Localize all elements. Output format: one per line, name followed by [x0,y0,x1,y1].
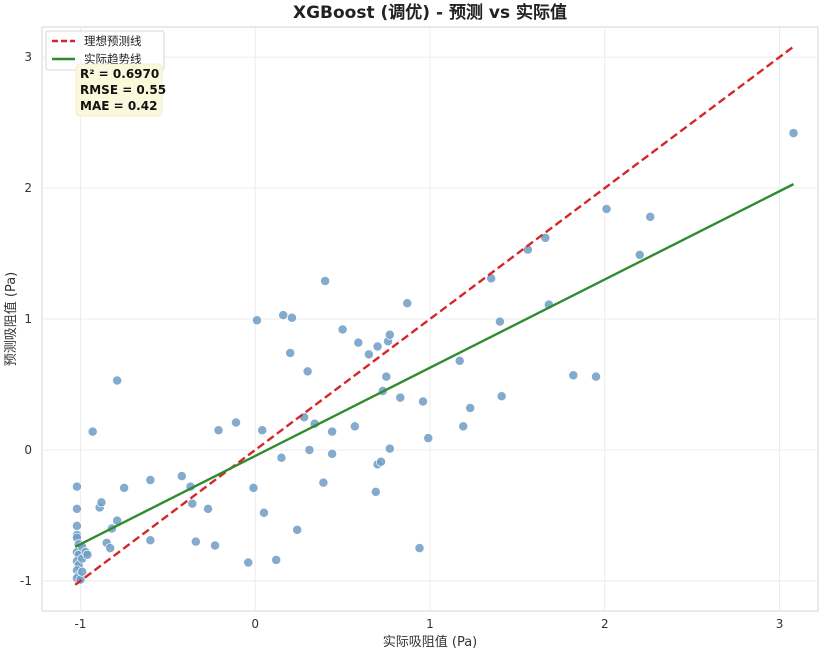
data-point [259,507,269,518]
data-point [276,452,287,463]
data-point [318,477,329,488]
data-point [465,403,476,413]
data-point [119,482,130,493]
grid-lines [42,27,818,611]
data-point [96,497,107,508]
y-tick-label: 3 [24,50,32,64]
data-point [257,425,268,436]
data-point [248,482,259,493]
fit-lines [74,45,795,586]
legend: 理想预测线 实际趋势线 [45,30,165,71]
data-point [145,535,156,546]
data-point [384,443,395,454]
data-point [370,486,381,497]
tick-labels: -1 0 1 2 3 -1 0 1 2 3 [20,50,783,631]
data-points [72,128,799,585]
data-point [327,426,338,437]
data-point [187,498,198,509]
data-point [414,543,425,554]
data-point [788,128,799,139]
data-point [72,503,82,514]
data-point [601,204,612,214]
data-point [176,471,187,482]
data-point [87,426,98,437]
data-point [292,524,303,535]
data-point [402,298,413,309]
data-point [252,315,262,326]
stat-rmse: RMSE = 0.55 [80,83,166,97]
data-point [112,375,123,386]
data-point [418,396,428,407]
legend-trend-label: 实际趋势线 [84,52,142,66]
data-point [349,421,360,432]
data-point [337,324,348,335]
y-axis-label: 预测吸阻值 (Pa) [3,272,19,367]
data-point [376,456,387,467]
data-point [278,310,289,321]
data-point [271,554,282,565]
data-point [384,329,395,340]
data-point [320,276,331,286]
ideal-prediction-line [74,45,795,586]
data-point [591,371,601,382]
data-point [72,520,82,531]
data-point [72,481,82,492]
data-point [302,366,313,377]
data-point [381,371,392,382]
data-point [243,557,254,568]
y-tick-label: 1 [24,312,32,326]
data-point [458,421,469,432]
x-tick-label: -1 [74,617,86,631]
data-point [494,316,505,327]
y-tick-label: 0 [24,443,32,457]
data-point [634,249,645,260]
data-point [353,337,364,348]
legend-ideal-label: 理想预测线 [84,34,142,48]
data-point [286,312,297,323]
chart-title: XGBoost (调优) - 预测 vs 实际值 [293,2,567,23]
data-point [304,444,315,455]
data-point [82,549,93,560]
stat-r2: R² = 0.6970 [80,67,159,81]
data-point [145,475,156,486]
data-point [496,391,507,402]
data-point [372,341,383,352]
data-point [203,503,213,514]
data-point [299,412,310,423]
data-point [77,566,88,577]
data-point [231,417,241,428]
y-tick-label: 2 [24,181,32,195]
x-axis-label: 实际吸阻值 (Pa) [383,634,478,650]
stats-box: R² = 0.6970 RMSE = 0.55 MAE = 0.42 [75,63,166,117]
data-point [568,370,579,381]
data-point [423,433,434,444]
actual-trend-line [74,183,795,548]
x-tick-label: 0 [251,617,259,631]
stats-background [75,63,163,117]
data-point [213,425,224,436]
x-tick-label: 3 [776,617,784,631]
data-point [190,536,201,547]
data-point [454,355,465,366]
data-point [327,448,338,459]
data-point [645,211,656,222]
stat-mae: MAE = 0.42 [80,99,157,113]
data-point [363,349,374,360]
data-point [486,273,497,284]
y-tick-label: -1 [20,574,32,588]
data-point [285,348,296,358]
data-point [210,540,220,551]
x-tick-label: 2 [601,617,609,631]
x-tick-label: 1 [426,617,434,631]
data-point [105,543,116,554]
data-point [395,392,406,403]
